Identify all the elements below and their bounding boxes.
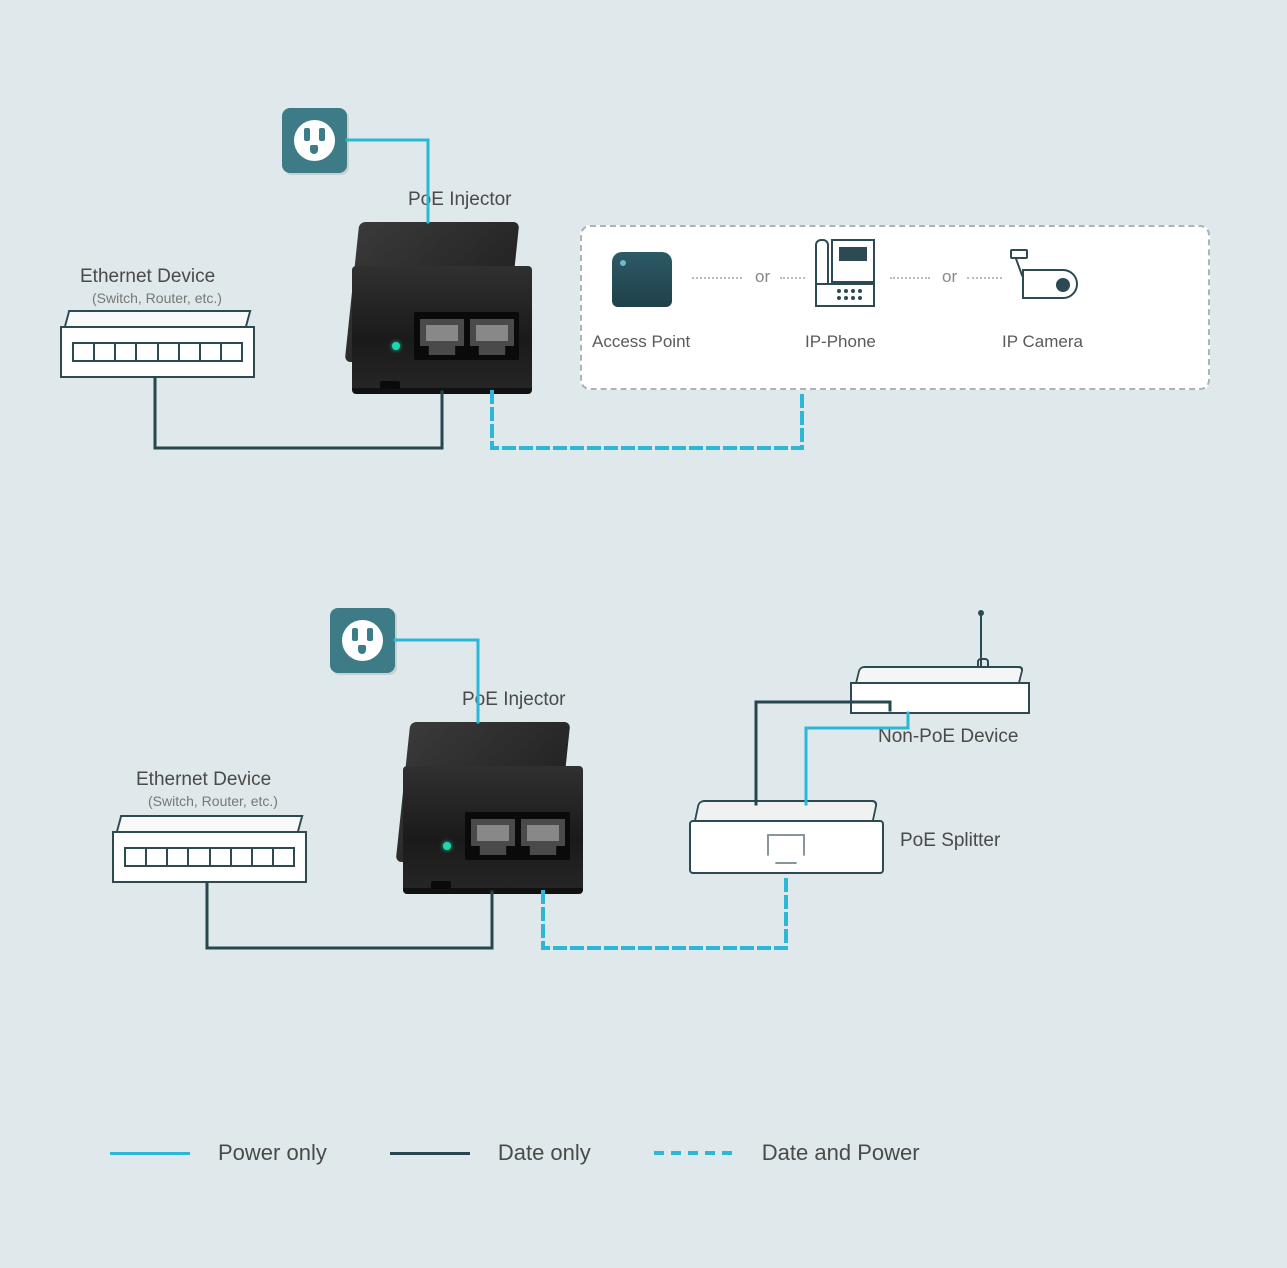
ip-camera-label: IP Camera [1002,332,1083,352]
legend-data-label: Date only [498,1140,591,1166]
legend: Power only Date only Date and Power [110,1140,955,1166]
legend-line-both [654,1151,734,1155]
legend-both-label: Date and Power [762,1140,920,1166]
ip-phone-icon [815,239,875,309]
power-outlet-icon [282,108,347,173]
legend-line-data [390,1152,470,1155]
ethernet-device-sublabel-2: (Switch, Router, etc.) [148,793,278,809]
poe-splitter-icon [689,800,884,880]
ethernet-device-label-2: Ethernet Device [136,769,271,791]
access-point-icon [612,252,672,307]
poe-injector-icon [352,222,532,392]
ip-phone-label: IP-Phone [805,332,876,352]
poe-injector-label-2: PoE Injector [462,689,566,711]
poe-injector-label: PoE Injector [408,189,512,211]
or-text-1: or [755,267,770,287]
ethernet-switch-icon [60,310,255,385]
power-outlet-icon-2 [330,608,395,673]
or-text-2: or [942,267,957,287]
ip-camera-icon [1010,249,1080,304]
legend-line-power [110,1152,190,1155]
non-poe-device-icon [850,648,1030,733]
poe-device-group: or or Access Point IP-Phone IP Camera [580,225,1210,390]
ethernet-device-label: Ethernet Device [80,266,215,288]
access-point-label: Access Point [592,332,690,352]
ethernet-switch-icon-2 [112,815,307,890]
connection-lines [0,0,1287,1268]
non-poe-device-label: Non-PoE Device [878,726,1018,748]
ethernet-device-sublabel: (Switch, Router, etc.) [92,290,222,306]
legend-power-label: Power only [218,1140,327,1166]
poe-splitter-label: PoE Splitter [900,830,1000,852]
poe-injector-icon-2 [403,722,583,892]
